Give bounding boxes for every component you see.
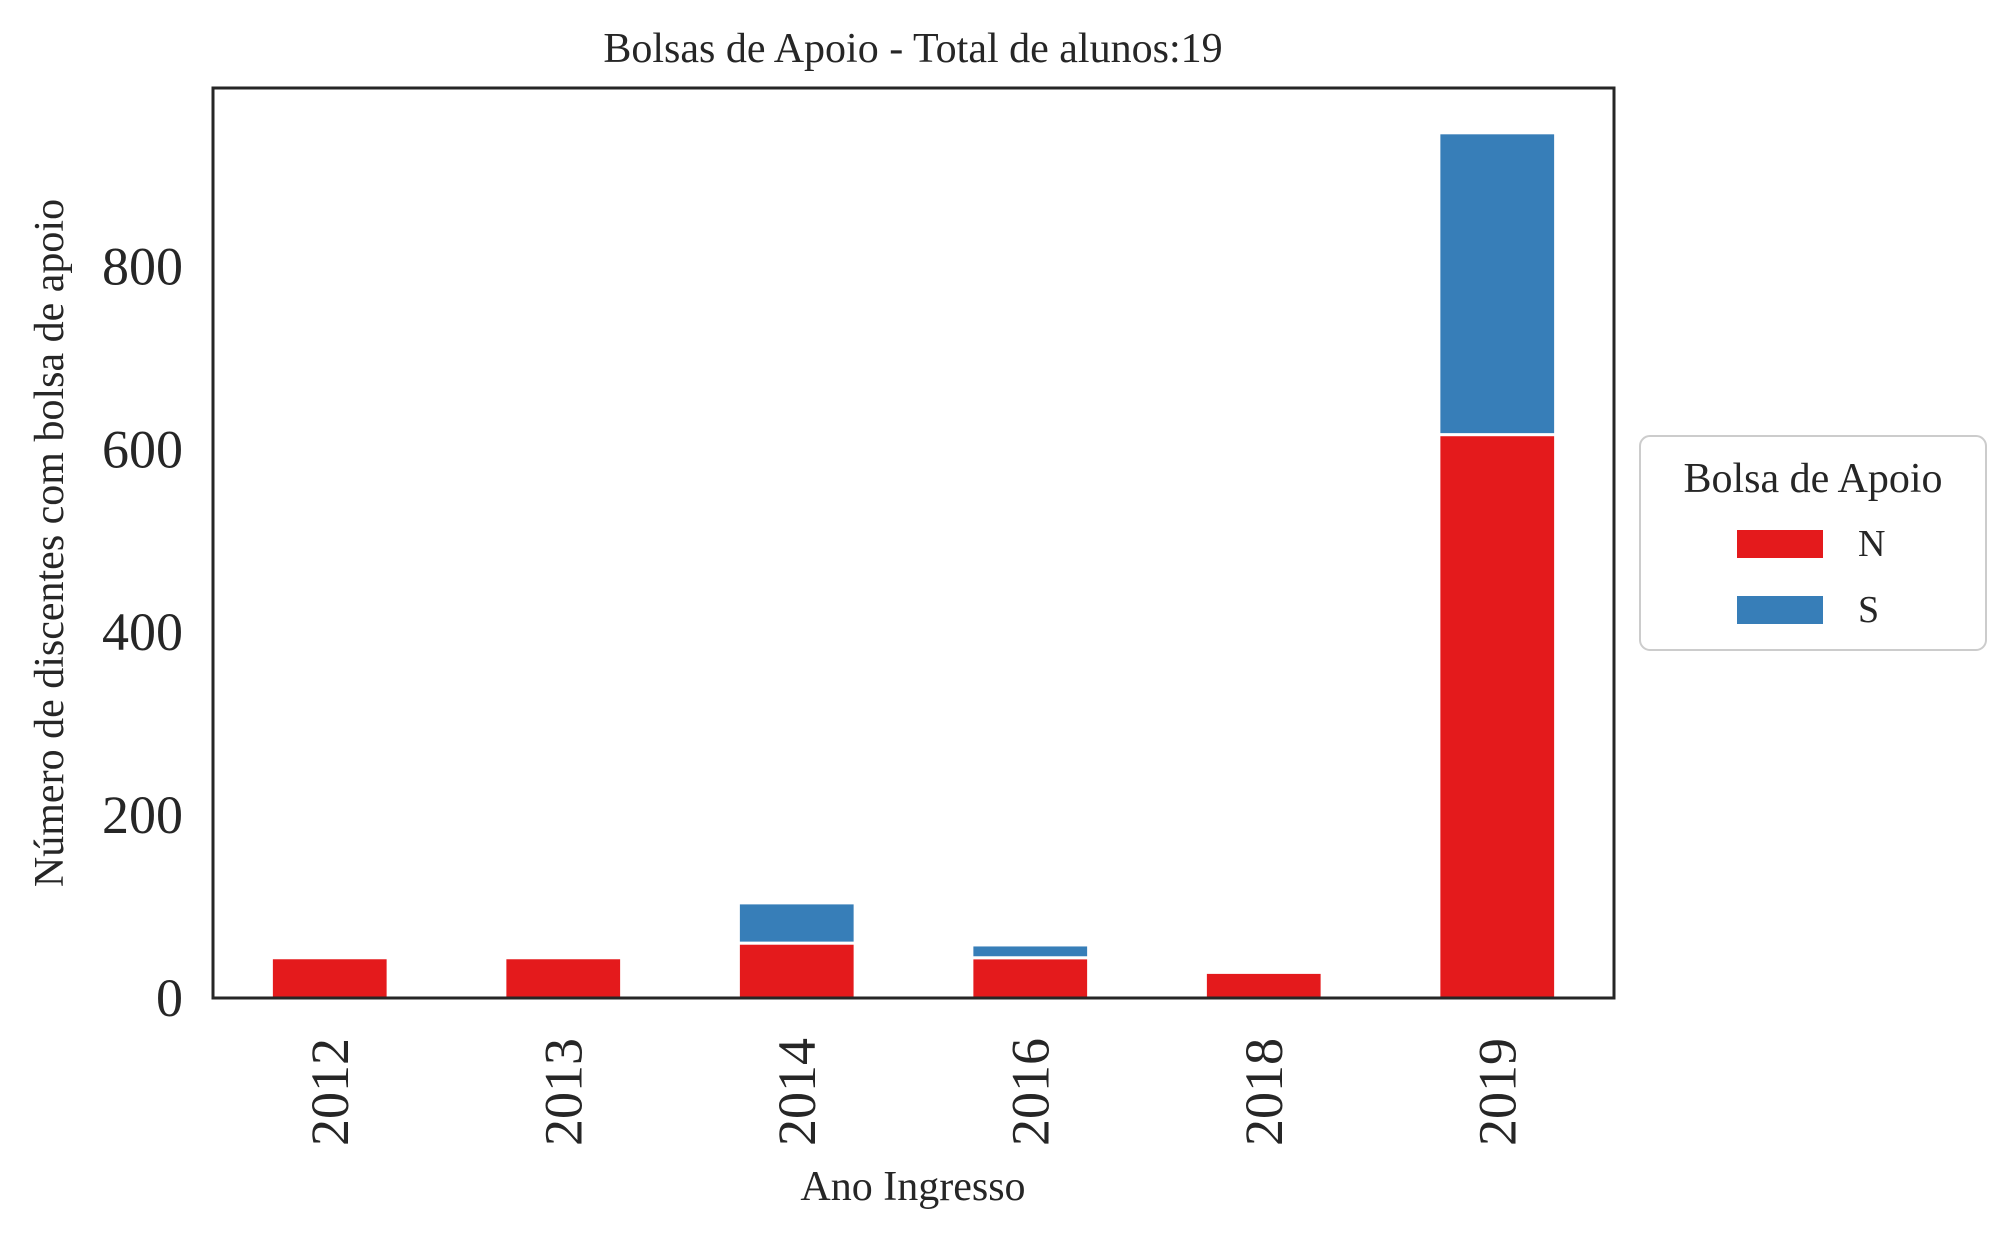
bar-2014-S <box>736 901 857 945</box>
legend-label-S: S <box>1858 589 1879 631</box>
y-tick-label-800: 800 <box>102 236 183 296</box>
chart-title: Bolsas de Apoio - Total de alunos:19 <box>603 26 1222 72</box>
plot-area <box>211 86 1616 1000</box>
legend: Bolsa de Apoio NS <box>1639 435 1987 651</box>
bars-group <box>269 131 1558 1000</box>
x-tick-label-2019: 2019 <box>1467 1038 1527 1146</box>
bar-2016-S <box>970 943 1091 960</box>
legend-label-N: N <box>1858 523 1885 565</box>
x-axis-ticks: 2012 2013 2014 2016 2018 2019 <box>300 1038 1528 1146</box>
y-tick-label-200: 200 <box>102 785 183 845</box>
x-tick-label-2012: 2012 <box>300 1038 360 1146</box>
y-tick-label-0: 0 <box>156 968 183 1028</box>
bar-2019-N <box>1437 433 1558 1000</box>
y-axis-label: Número de discentes com bolsa de apoio <box>27 199 73 887</box>
legend-swatch-S <box>1737 596 1823 624</box>
plot-frame <box>211 86 1616 1000</box>
x-tick-label-2014: 2014 <box>767 1038 827 1146</box>
bar-2016-N <box>970 956 1091 1000</box>
x-tick-label-2018: 2018 <box>1234 1038 1294 1146</box>
x-tick-label-2013: 2013 <box>533 1038 593 1146</box>
bar-2013-N <box>503 956 624 1000</box>
x-axis-label: Ano Ingresso <box>800 1164 1025 1210</box>
y-tick-label-400: 400 <box>102 602 183 662</box>
bar-2012-N <box>269 956 390 1000</box>
bar-2019-S <box>1437 131 1558 437</box>
bar-2014-N <box>736 941 857 1000</box>
bar-2018-N <box>1203 970 1324 1000</box>
legend-swatch-N <box>1737 530 1823 558</box>
x-tick-label-2016: 2016 <box>1000 1038 1060 1146</box>
legend-items: NS <box>1737 523 1885 631</box>
y-axis-ticks: 0 200 400 600 800 <box>102 236 183 1028</box>
y-tick-label-600: 600 <box>102 419 183 479</box>
legend-title: Bolsa de Apoio <box>1684 456 1943 502</box>
